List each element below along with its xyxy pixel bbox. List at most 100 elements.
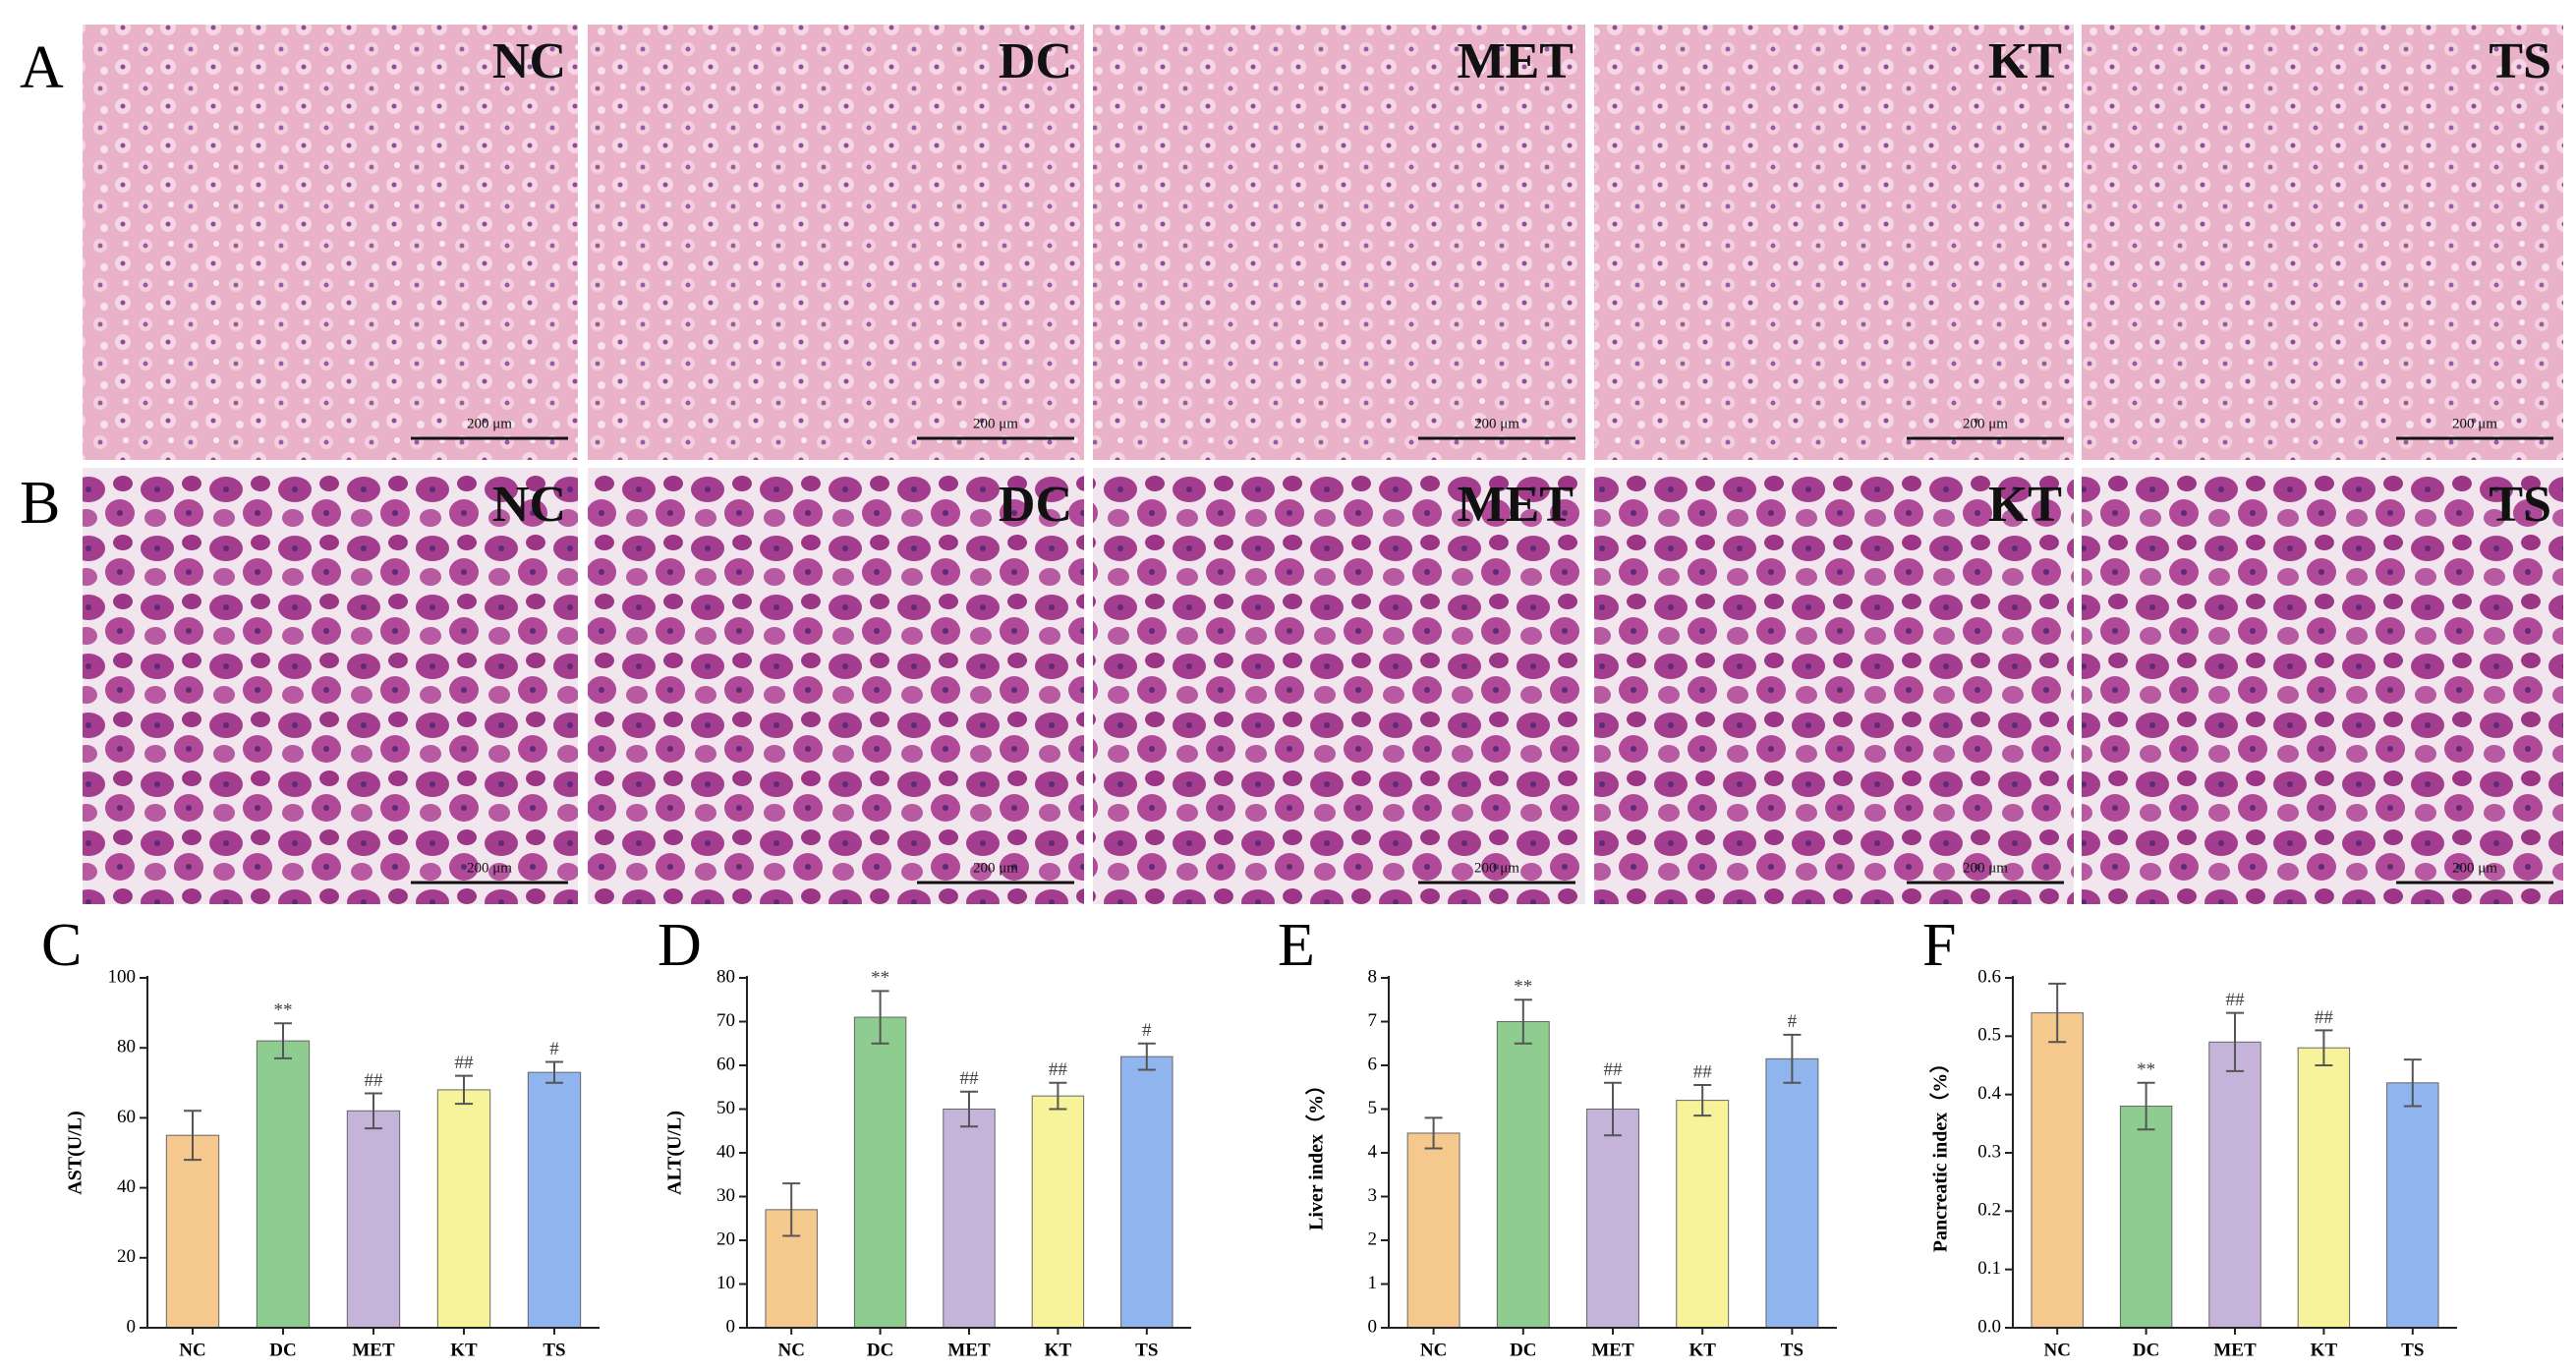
y-tick-label: 0.1 — [1977, 1258, 2001, 1279]
bar — [1406, 1132, 1460, 1329]
significance-label: ## — [2315, 1007, 2334, 1028]
significance-label: ## — [1049, 1059, 1068, 1080]
y-tick-label: 60 — [716, 1054, 735, 1074]
error-bar — [871, 990, 889, 1045]
histology-image — [83, 25, 578, 460]
y-tick-label: 60 — [117, 1107, 136, 1127]
y-tick-label: 0 — [1368, 1316, 1378, 1337]
bar — [2031, 1012, 2084, 1329]
bar — [2208, 1041, 2261, 1329]
error-bar — [455, 1074, 473, 1106]
scale-bar-label: 200 μm — [1474, 416, 1519, 431]
histology-image — [2082, 25, 2563, 460]
x-tick-label: DC — [2133, 1340, 2159, 1360]
y-tick-label: 1 — [1368, 1273, 1378, 1293]
y-tick-label: 0.5 — [1977, 1025, 2001, 1046]
error-bar — [545, 1060, 563, 1084]
error-bar — [1514, 999, 1532, 1045]
error-bar — [1137, 1042, 1156, 1071]
error-bar — [184, 1110, 201, 1162]
y-tick-label: 0.6 — [1977, 966, 2001, 987]
x-tick-label: NC — [1420, 1340, 1447, 1360]
y-tick-label: 0 — [127, 1316, 137, 1337]
y-tick-label: 0 — [726, 1316, 736, 1337]
y-tick-label: 50 — [716, 1098, 735, 1118]
significance-label: # — [1142, 1020, 1152, 1041]
group-label: MET — [1458, 33, 1574, 89]
y-tick-label: 3 — [1368, 1185, 1378, 1206]
y-tick-label: 0.4 — [1977, 1083, 2001, 1104]
y-axis-label: Liver index（%） — [1305, 1075, 1328, 1230]
y-tick-label: 7 — [1368, 1010, 1378, 1031]
bar — [1676, 1100, 1730, 1329]
y-tick-label: 40 — [117, 1176, 136, 1197]
y-tick-label: 40 — [716, 1141, 735, 1162]
y-tick-label: 0.0 — [1977, 1316, 2001, 1337]
histology-image — [1093, 468, 1585, 904]
significance-label: ## — [960, 1068, 980, 1089]
error-bar — [1783, 1033, 1802, 1084]
y-axis-label: AST(U/L) — [65, 1111, 86, 1195]
bar — [346, 1110, 401, 1329]
panel-letter: C — [41, 912, 82, 979]
scale-bar-label: 200 μm — [973, 860, 1018, 876]
bar-charts: CAST(U/L)020406080100NC**DC##MET##KT#TSD… — [41, 912, 2457, 1360]
y-tick-label: 70 — [716, 1010, 735, 1031]
significance-label: # — [1788, 1011, 1798, 1032]
x-tick-label: NC — [777, 1340, 804, 1360]
y-tick-label: 8 — [1368, 966, 1378, 987]
y-axis-label: ALT(U/L) — [664, 1111, 686, 1195]
scale-bar-label: 200 μm — [2452, 416, 2497, 431]
x-tick-label: TS — [543, 1340, 565, 1360]
group-label: DC — [999, 33, 1072, 89]
scale-bar-label: 200 μm — [973, 416, 1018, 431]
scale-bar-label: 200 μm — [1963, 416, 2008, 431]
bar — [2119, 1106, 2173, 1329]
panel-letter: A — [20, 34, 64, 101]
x-tick-label: KT — [2311, 1340, 2338, 1360]
bar — [2297, 1047, 2351, 1329]
error-bar — [2403, 1058, 2422, 1108]
histology-image — [1594, 25, 2074, 460]
bar — [1120, 1056, 1174, 1329]
x-tick-label: KT — [1045, 1340, 1072, 1360]
x-tick-label: MET — [947, 1340, 991, 1360]
histology-image — [1594, 468, 2074, 904]
x-tick-label: KT — [450, 1340, 478, 1360]
x-tick-label: MET — [2213, 1340, 2257, 1360]
y-tick-label: 100 — [108, 966, 137, 987]
group-label: MET — [1458, 477, 1574, 533]
y-axis-label: Pancreatic index（%） — [1929, 1054, 1952, 1252]
group-label: TS — [2489, 477, 2551, 533]
group-label: NC — [492, 33, 566, 89]
histology-panels: A NC 200 μm DC 200 μm MET 200 μm KT 200 μm TS 200 … — [20, 25, 2563, 904]
error-bar — [2315, 1029, 2333, 1066]
bar — [2386, 1082, 2439, 1329]
y-tick-label: 5 — [1368, 1098, 1378, 1118]
group-label: DC — [999, 477, 1072, 533]
bar — [943, 1109, 996, 1329]
significance-label: ** — [871, 968, 889, 989]
y-tick-label: 0.3 — [1977, 1141, 2001, 1162]
group-label: KT — [1988, 33, 2062, 89]
histology-image — [1093, 25, 1585, 460]
y-tick-label: 80 — [117, 1037, 136, 1057]
group-label: TS — [2489, 33, 2551, 89]
x-tick-label: DC — [269, 1340, 296, 1360]
y-tick-label: 10 — [716, 1273, 735, 1293]
panel-letter: F — [1922, 912, 1956, 979]
significance-label: # — [549, 1039, 559, 1059]
x-tick-label: MET — [352, 1340, 395, 1360]
error-bar — [2137, 1081, 2155, 1131]
y-tick-label: 4 — [1368, 1141, 1378, 1162]
bar — [1765, 1057, 1819, 1329]
significance-label: ** — [274, 1000, 293, 1021]
scale-bar-label: 200 μm — [467, 416, 512, 431]
x-tick-label: DC — [867, 1340, 893, 1360]
histology-image — [588, 468, 1084, 904]
x-tick-label: TS — [1135, 1340, 1158, 1360]
x-tick-label: NC — [179, 1340, 205, 1360]
bar — [527, 1071, 582, 1329]
significance-label: ** — [1514, 977, 1532, 998]
